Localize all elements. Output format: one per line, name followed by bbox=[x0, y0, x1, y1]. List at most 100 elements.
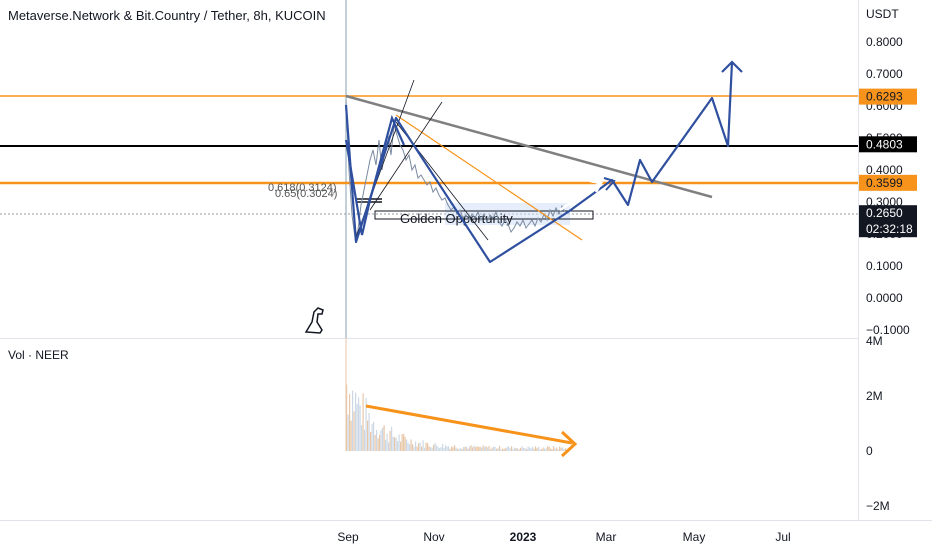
volume-bar bbox=[503, 448, 505, 451]
volume-bar bbox=[565, 448, 567, 451]
volume-bar bbox=[418, 443, 420, 451]
volume-bar bbox=[533, 448, 535, 451]
volume-bar bbox=[467, 448, 469, 451]
volume-bar bbox=[473, 445, 475, 451]
volume-bar bbox=[518, 449, 520, 451]
volume-tick-label: 4M bbox=[866, 334, 883, 348]
volume-bar bbox=[446, 446, 448, 451]
golden-opportunity-box[interactable] bbox=[374, 210, 594, 220]
volume-bar bbox=[524, 448, 526, 451]
volume-bar bbox=[443, 447, 445, 451]
golden-opportunity-label: Golden Opportunity bbox=[400, 211, 513, 226]
volume-bar bbox=[440, 447, 442, 451]
orange-trendline[interactable] bbox=[395, 114, 583, 241]
volume-bar bbox=[512, 449, 514, 451]
volume-bar bbox=[487, 447, 489, 451]
volume-bar bbox=[550, 448, 552, 451]
dino-logo bbox=[304, 307, 324, 334]
volume-trend-arrow-head bbox=[560, 430, 578, 458]
volume-bar bbox=[493, 446, 495, 451]
volume-bar bbox=[415, 441, 417, 451]
countdown-label: 02:32:18 bbox=[866, 222, 913, 236]
volume-bar bbox=[545, 448, 547, 451]
volume-bar bbox=[377, 438, 379, 451]
volume-bar bbox=[496, 448, 498, 451]
volume-bar bbox=[347, 414, 349, 451]
time-tick-label: Nov bbox=[423, 530, 444, 544]
channel-line[interactable] bbox=[369, 101, 443, 211]
volume-bar bbox=[541, 449, 543, 451]
volume-bar bbox=[355, 392, 357, 451]
volume-bar bbox=[427, 443, 429, 451]
volume-tick-label: −2M bbox=[866, 499, 890, 513]
volume-bar bbox=[523, 448, 525, 451]
volume-bar bbox=[508, 446, 510, 451]
volume-bar bbox=[479, 446, 481, 451]
volume-bar bbox=[353, 411, 355, 451]
volume-bar bbox=[562, 447, 564, 451]
volume-bar bbox=[460, 448, 462, 451]
price-tag-bg bbox=[859, 88, 917, 105]
volume-bar bbox=[454, 445, 456, 451]
volume-bar bbox=[485, 446, 487, 451]
volume-bar bbox=[559, 446, 561, 451]
volume-bar bbox=[392, 436, 394, 451]
volume-bar bbox=[466, 446, 468, 451]
volume-bar bbox=[538, 446, 540, 451]
time-tick-label: Sep bbox=[337, 530, 359, 544]
volume-bar bbox=[376, 430, 378, 451]
price-tag: 0.3599 bbox=[859, 174, 917, 191]
volume-bar bbox=[502, 448, 504, 451]
volume-bar bbox=[521, 446, 523, 451]
time-axis[interactable]: Sep Nov 2023 Mar May Jul bbox=[337, 530, 790, 544]
volume-bar bbox=[394, 437, 396, 451]
projection-arrow-head bbox=[721, 60, 743, 73]
volume-bar bbox=[401, 434, 403, 451]
volume-bar bbox=[364, 429, 366, 451]
volume-bar bbox=[548, 446, 550, 451]
volume-bar bbox=[529, 447, 531, 451]
volume-bar bbox=[457, 448, 459, 451]
volume-bar bbox=[445, 445, 447, 451]
volume-bar bbox=[560, 447, 562, 451]
volume-bar bbox=[514, 447, 516, 451]
volume-bar bbox=[370, 431, 372, 451]
volume-bar bbox=[365, 397, 367, 451]
volume-bar bbox=[455, 447, 457, 451]
volume-bar bbox=[410, 439, 412, 451]
volume-bar bbox=[350, 420, 352, 451]
volume-bar bbox=[563, 449, 565, 451]
volume-bar bbox=[367, 420, 369, 451]
price-tick-label: 0.7000 bbox=[866, 67, 903, 81]
volume-bar bbox=[409, 444, 411, 451]
volume-bar bbox=[352, 390, 354, 451]
volume-bar bbox=[451, 446, 453, 451]
volume-pane-title: Vol · NEER bbox=[8, 348, 69, 362]
volume-bar bbox=[491, 447, 493, 451]
volume-bar bbox=[556, 447, 558, 451]
volume-bar bbox=[349, 394, 351, 451]
projection-path[interactable] bbox=[344, 61, 734, 264]
price-tick-label: 0.1000 bbox=[866, 259, 903, 273]
price-tag-label: 0.6293 bbox=[866, 90, 903, 104]
volume-bar bbox=[397, 441, 399, 451]
volume-bars bbox=[345, 338, 567, 451]
volume-bar bbox=[520, 447, 522, 451]
volume-bar bbox=[476, 445, 478, 451]
price-tick-label: −0.1000 bbox=[866, 323, 910, 337]
volume-bar bbox=[472, 447, 474, 451]
volume-bar bbox=[416, 446, 418, 451]
volume-bar bbox=[383, 425, 385, 451]
volume-bar bbox=[403, 433, 405, 451]
volume-axis[interactable]: 4M 2M 0 −2M bbox=[866, 334, 890, 513]
projection-path-inner bbox=[344, 114, 406, 236]
volume-bar bbox=[547, 446, 549, 451]
volume-bar bbox=[385, 439, 387, 451]
volume-bar bbox=[551, 449, 553, 451]
volume-bar bbox=[437, 446, 439, 451]
volume-trend-arrow[interactable] bbox=[365, 404, 573, 445]
volume-bar bbox=[452, 447, 454, 451]
volume-bar bbox=[362, 393, 364, 451]
price-tag-bg bbox=[859, 136, 917, 153]
